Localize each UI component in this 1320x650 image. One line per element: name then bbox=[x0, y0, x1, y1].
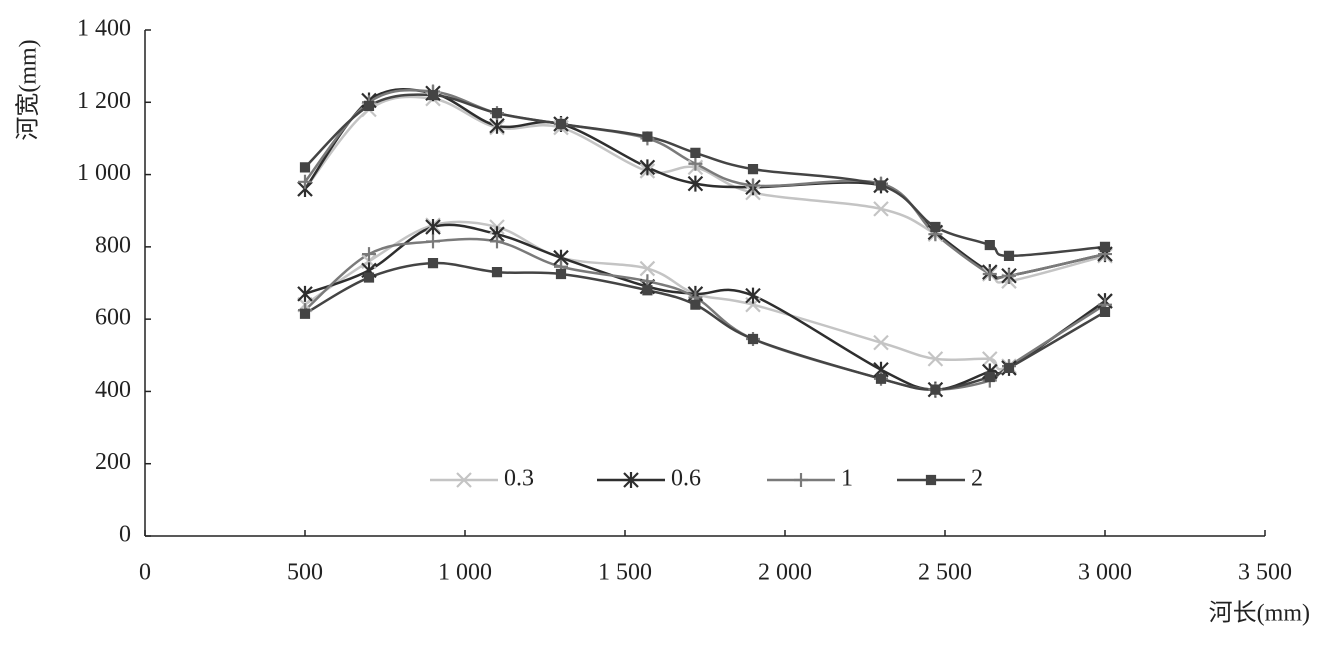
x-tick-label: 3 000 bbox=[1078, 560, 1132, 586]
marker bbox=[642, 285, 653, 296]
series-line bbox=[304, 261, 1106, 391]
marker bbox=[930, 221, 941, 233]
marker bbox=[1002, 268, 1016, 283]
marker bbox=[363, 100, 375, 111]
legend-marker bbox=[925, 474, 937, 486]
marker bbox=[426, 234, 440, 249]
y-tick-label: 1 200 bbox=[77, 88, 131, 114]
marker bbox=[687, 175, 704, 192]
y-axis-title: 河宽(mm) bbox=[15, 39, 42, 140]
marker bbox=[982, 351, 998, 367]
marker bbox=[1003, 250, 1015, 261]
marker bbox=[930, 384, 941, 395]
marker bbox=[984, 371, 995, 383]
y-tick-label: 400 bbox=[95, 377, 131, 403]
x-tick-label: 2 500 bbox=[918, 560, 972, 586]
y-tick-label: 600 bbox=[95, 305, 131, 331]
legend-label: 1 bbox=[841, 466, 853, 492]
y-tick-label: 0 bbox=[119, 522, 131, 548]
marker bbox=[875, 373, 887, 384]
x-tick-label: 1 000 bbox=[438, 560, 492, 586]
marker bbox=[927, 351, 944, 367]
marker bbox=[297, 285, 313, 302]
y-tick-label: 1 000 bbox=[77, 160, 131, 186]
marker bbox=[490, 234, 504, 249]
y-tick-label: 1 400 bbox=[77, 16, 131, 42]
marker bbox=[746, 178, 760, 193]
legend-label: 0.3 bbox=[504, 466, 534, 492]
y-tick-label: 800 bbox=[95, 232, 131, 258]
marker bbox=[427, 89, 439, 101]
y-tick-label: 200 bbox=[95, 449, 131, 475]
marker bbox=[873, 334, 889, 351]
marker bbox=[873, 201, 889, 217]
marker bbox=[1003, 362, 1015, 374]
series-line bbox=[304, 93, 1106, 258]
marker bbox=[362, 247, 376, 262]
marker bbox=[745, 287, 761, 304]
marker bbox=[639, 260, 656, 277]
series-line bbox=[304, 95, 1106, 284]
legend-label: 2 bbox=[971, 466, 983, 492]
marker bbox=[1099, 306, 1111, 318]
x-tick-label: 3 500 bbox=[1238, 560, 1292, 586]
marker bbox=[299, 162, 311, 173]
marker bbox=[555, 268, 567, 280]
legend-label: 0.6 bbox=[671, 466, 701, 492]
x-tick-label: 1 500 bbox=[598, 560, 652, 586]
x-tick-label: 2 000 bbox=[758, 560, 812, 586]
marker bbox=[427, 258, 439, 269]
legend-marker bbox=[456, 472, 472, 488]
marker bbox=[363, 272, 375, 283]
legend-marker bbox=[794, 473, 808, 487]
marker bbox=[298, 174, 312, 189]
marker bbox=[875, 180, 887, 191]
marker bbox=[491, 108, 503, 119]
x-tick-label: 500 bbox=[287, 560, 323, 586]
marker bbox=[690, 147, 701, 158]
x-axis-title: 河长(mm) bbox=[1209, 600, 1310, 627]
marker bbox=[642, 131, 653, 142]
marker bbox=[984, 239, 995, 251]
marker bbox=[639, 159, 656, 176]
marker bbox=[555, 118, 567, 130]
marker bbox=[1099, 241, 1111, 252]
marker bbox=[982, 266, 997, 281]
marker bbox=[491, 267, 503, 278]
marker bbox=[425, 218, 441, 235]
marker bbox=[747, 164, 759, 175]
legend-marker bbox=[623, 472, 639, 488]
marker bbox=[489, 117, 505, 134]
x-tick-label: 0 bbox=[139, 560, 151, 586]
marker bbox=[747, 333, 759, 345]
marker bbox=[690, 299, 701, 310]
marker bbox=[688, 156, 703, 171]
marker bbox=[299, 308, 311, 319]
